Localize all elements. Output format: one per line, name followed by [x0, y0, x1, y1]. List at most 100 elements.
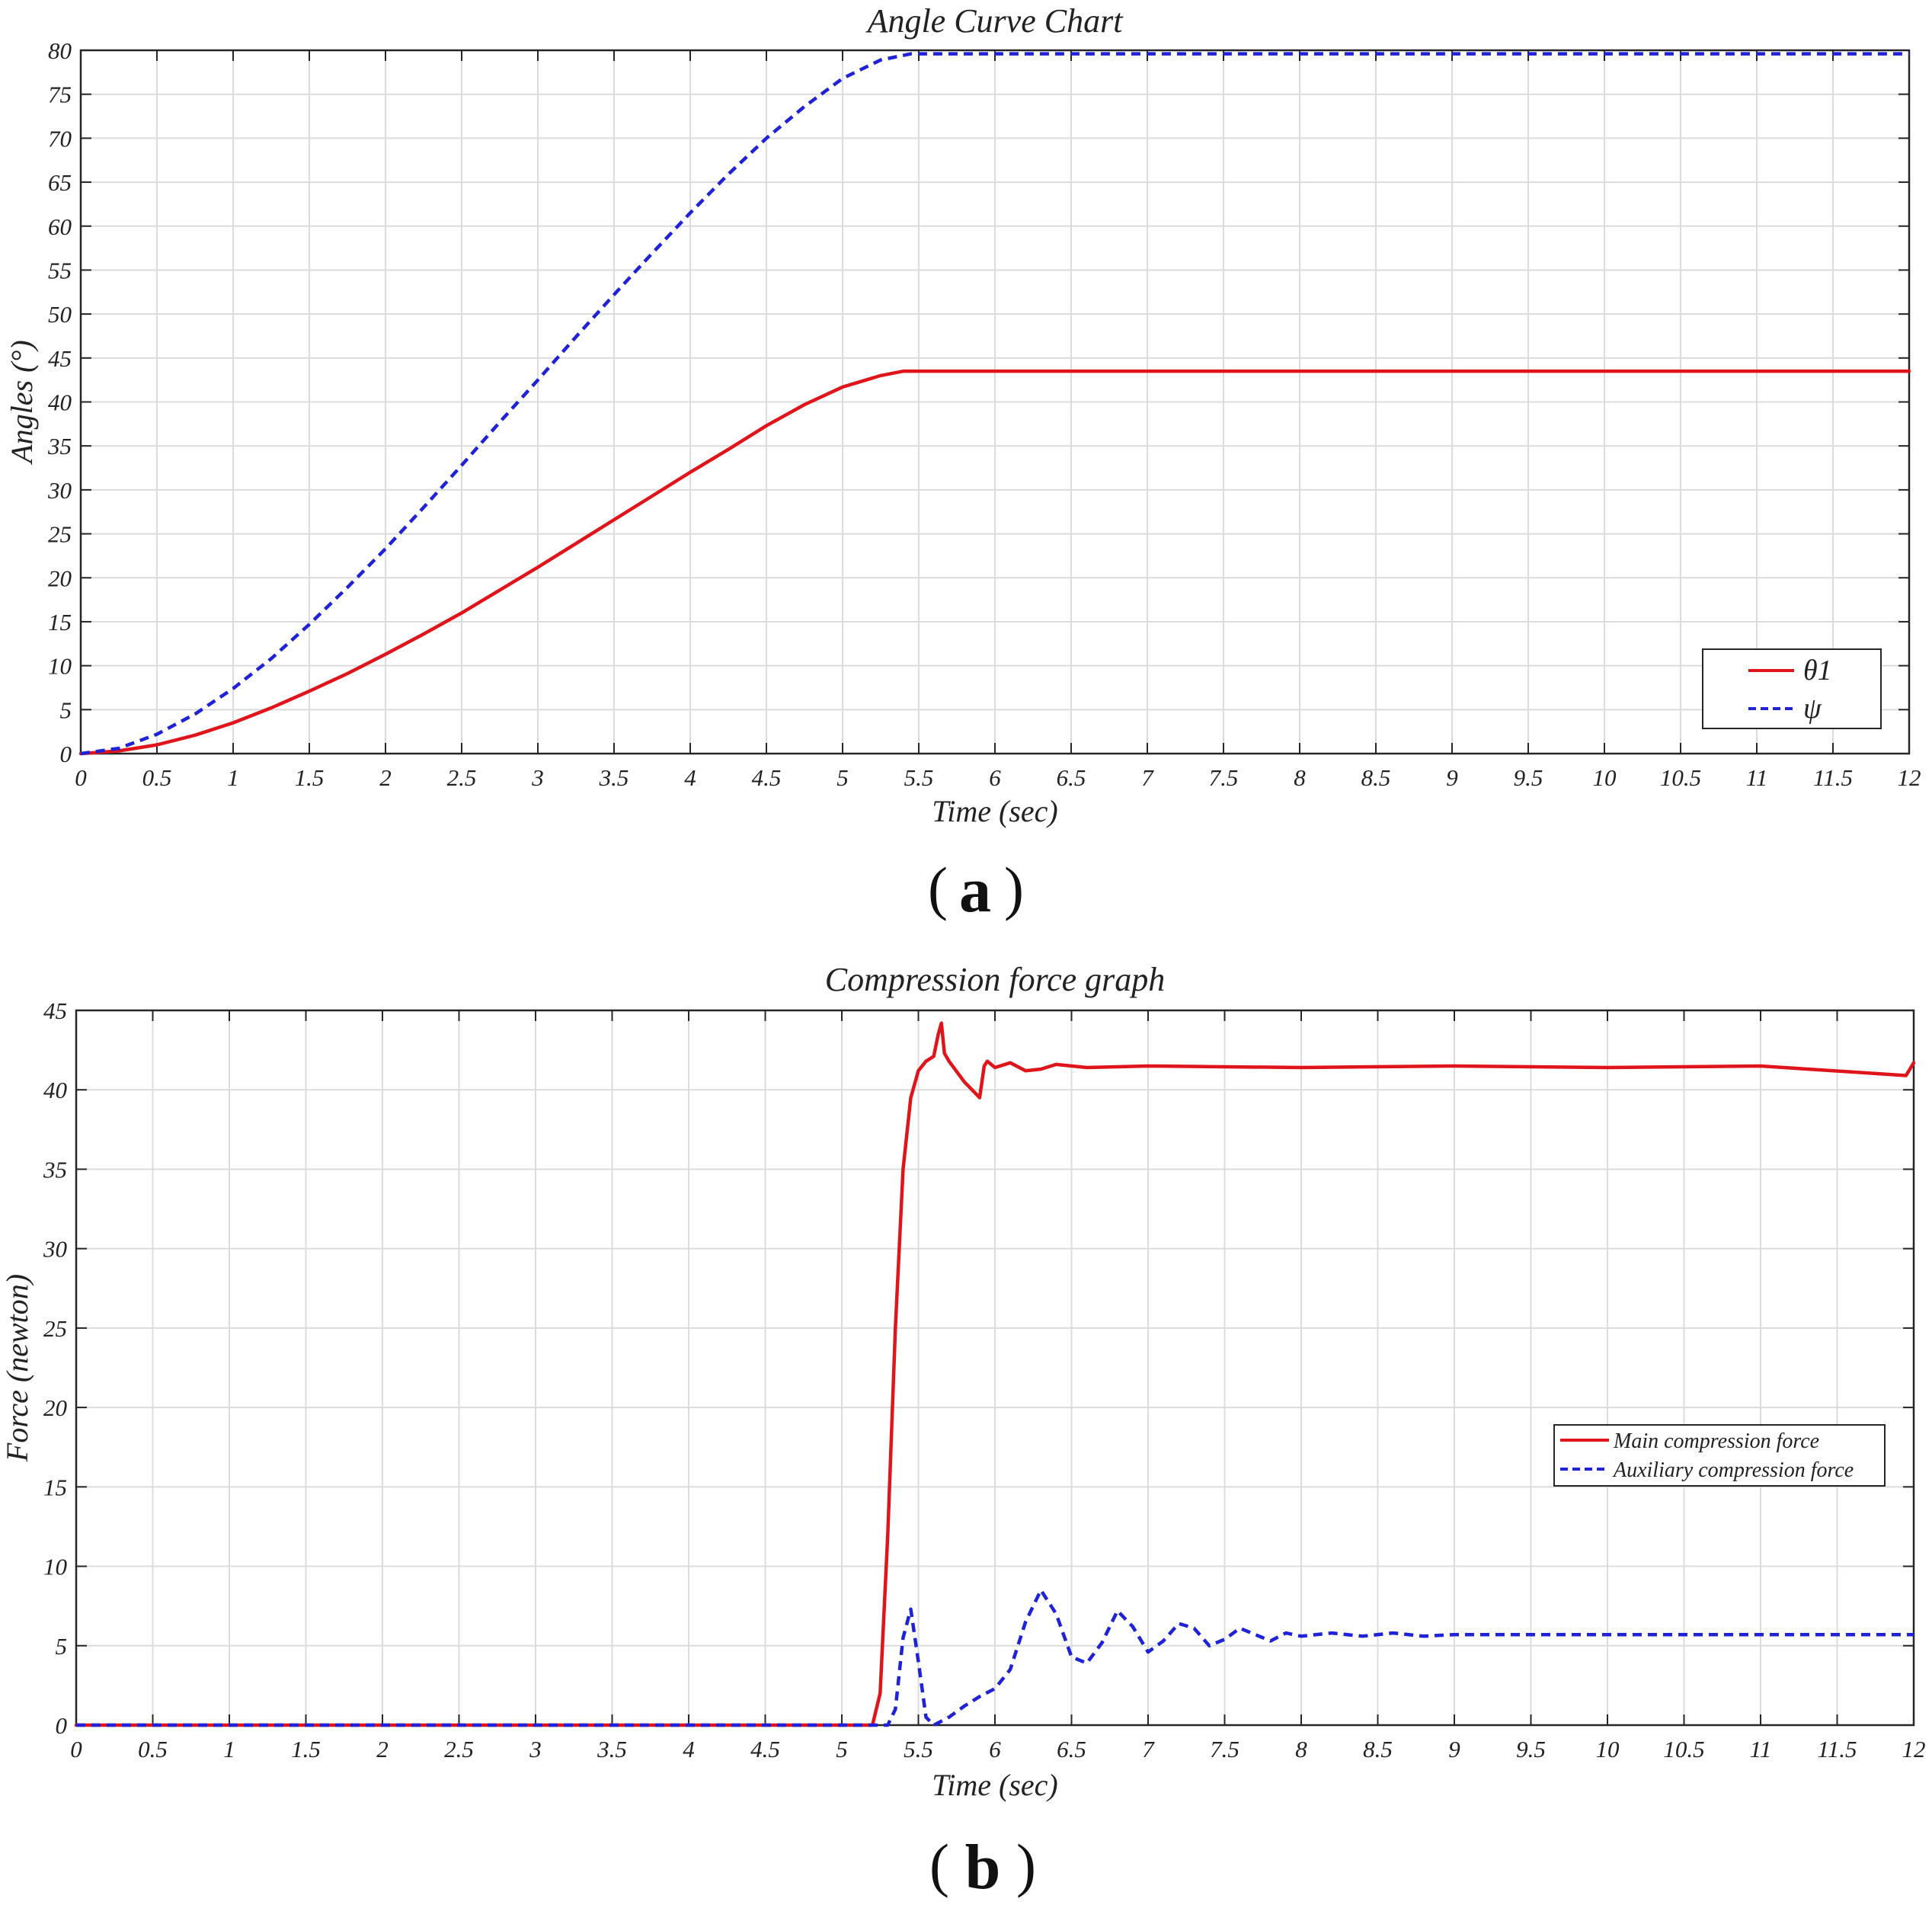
y-tick-label: 60 — [48, 213, 72, 240]
x-tick-label: 3.5 — [599, 764, 629, 791]
x-tick-label: 9 — [1448, 1736, 1460, 1762]
x-tick-label: 9.5 — [1516, 1736, 1546, 1762]
y-tick-label: 45 — [48, 345, 72, 372]
x-tick-label: 6.5 — [1057, 764, 1086, 791]
legend-label-psi: ψ — [1803, 693, 1822, 725]
x-tick-labels: 0 0.5 1 1.5 2 2.5 3 3.5 4 4.5 5 5.5 6 6.5 7 7.5 8 8.5 9 9.5… — [70, 1736, 1925, 1762]
left-paren: ( — [929, 1832, 949, 1898]
x-tick-label: 11 — [1746, 764, 1768, 791]
y-tick-label: 25 — [48, 521, 72, 548]
y-tick-label: 5 — [60, 696, 72, 723]
legend: θ1 ψ — [1702, 648, 1882, 729]
series-line-blue — [76, 1588, 1914, 1727]
y-tick-label: 45 — [43, 997, 67, 1024]
legend-box — [1553, 1424, 1886, 1487]
series-group — [74, 1021, 1916, 1727]
x-tick-label: 5 — [836, 764, 849, 791]
x-tick-label: 12 — [1902, 1736, 1926, 1762]
x-tick-label: 0 — [70, 1736, 82, 1762]
x-tick-label: 2.5 — [447, 764, 477, 791]
x-tick-label: 5.5 — [904, 764, 934, 791]
x-tick-label: 8.5 — [1361, 764, 1391, 791]
chart-panel-b: Compression force graph 0 0.5 1 1.5 2 2.5 3 3.5… — [0, 961, 1926, 1903]
y-tick-label: 15 — [43, 1474, 67, 1500]
x-tick-label: 7 — [1141, 764, 1154, 791]
x-tick-label: 11.5 — [1813, 764, 1853, 791]
y-axis-label: Force (newton) — [0, 1274, 34, 1462]
y-tick-label: 65 — [48, 169, 72, 196]
y-tick-labels: 0 5 10 15 20 25 30 35 40 45 50 55 60 65 70 75 80 — [47, 37, 72, 767]
y-tick-label: 30 — [43, 1236, 68, 1263]
x-tick-label: 4 — [684, 764, 696, 791]
x-tick-labels: 0 0.5 1 1.5 2 2.5 3 3.5 4 4.5 5 5.5 6 6.5 7 7.5 8 8.5 9 9.5… — [75, 764, 1921, 791]
x-tick-label: 2.5 — [444, 1736, 474, 1762]
y-tick-label: 80 — [48, 37, 72, 64]
y-tick-label: 20 — [48, 565, 72, 591]
x-tick-label: 1.5 — [291, 1736, 321, 1762]
x-tick-label: 1.5 — [295, 764, 325, 791]
x-tick-label: 6 — [989, 1736, 1001, 1762]
x-tick-label: 6 — [989, 764, 1001, 791]
y-tick-label: 70 — [48, 125, 72, 152]
x-tick-label: 4 — [683, 1736, 695, 1762]
y-tick-label: 40 — [48, 389, 72, 416]
right-paren: ) — [1016, 1832, 1036, 1898]
legend: Main compression force Auxiliary compres… — [1553, 1424, 1886, 1487]
y-tick-label: 10 — [48, 653, 72, 680]
x-tick-label: 5 — [836, 1736, 848, 1762]
y-tick-label: 30 — [47, 477, 72, 504]
y-tick-label: 75 — [48, 82, 72, 108]
x-tick-label: 0.5 — [138, 1736, 168, 1762]
x-tick-label: 6.5 — [1057, 1736, 1086, 1762]
series-line-red — [74, 1021, 1916, 1727]
x-tick-label: 3 — [529, 1736, 542, 1762]
x-tick-label: 11.5 — [1818, 1736, 1857, 1762]
y-tick-label: 5 — [56, 1633, 68, 1660]
series-group — [78, 52, 1911, 756]
x-tick-label: 7 — [1142, 1736, 1155, 1762]
x-tick-label: 9 — [1446, 764, 1458, 791]
y-tick-label: 55 — [48, 257, 72, 283]
y-tick-label: 35 — [43, 1156, 67, 1183]
chart-title: Angle Curve Chart — [865, 2, 1124, 40]
panel-letter: b — [965, 1832, 1001, 1903]
x-tick-label: 2 — [376, 1736, 389, 1762]
x-tick-label: 0.5 — [142, 764, 172, 791]
left-paren: ( — [928, 855, 948, 921]
x-tick-label: 7.5 — [1209, 764, 1239, 791]
x-tick-label: 4.5 — [752, 764, 782, 791]
legend-label-theta1: θ1 — [1803, 655, 1832, 687]
y-axis-label: Angles (°) — [5, 340, 39, 466]
y-tick-label: 10 — [43, 1554, 68, 1580]
legend-label-main: Main compression force — [1613, 1429, 1819, 1453]
legend-box — [1702, 648, 1882, 729]
x-axis-label: Time (sec) — [932, 794, 1058, 828]
x-tick-label: 4.5 — [750, 1736, 780, 1762]
panel-letter: a — [959, 855, 991, 926]
y-tick-label: 25 — [43, 1315, 67, 1342]
x-tick-label: 10 — [1593, 764, 1617, 791]
x-tick-label: 5.5 — [904, 1736, 933, 1762]
chart-title: Compression force graph — [825, 961, 1166, 998]
grid-lines — [76, 1010, 1914, 1725]
x-tick-label: 8 — [1295, 1736, 1307, 1762]
x-tick-label: 10 — [1596, 1736, 1620, 1762]
x-tick-label: 1 — [223, 1736, 235, 1762]
x-tick-label: 8.5 — [1363, 1736, 1393, 1762]
x-tick-label: 9.5 — [1514, 764, 1543, 791]
x-tick-label: 3 — [531, 764, 544, 791]
chart-panel-a: Angle Curve Chart 0 0.5 1 1.5 2 2.5 3 3.5 4 4.5 5 5… — [5, 2, 1921, 926]
x-tick-label: 11 — [1750, 1736, 1772, 1762]
x-tick-label: 3.5 — [597, 1736, 627, 1762]
y-tick-label: 40 — [43, 1077, 68, 1103]
x-tick-label: 10.5 — [1660, 764, 1701, 791]
y-tick-label: 50 — [48, 301, 72, 328]
y-tick-label: 0 — [56, 1712, 68, 1739]
y-tick-label: 0 — [60, 741, 72, 767]
y-tick-label: 35 — [47, 433, 72, 459]
x-tick-label: 8 — [1294, 764, 1306, 791]
y-tick-label: 15 — [48, 609, 72, 635]
x-tick-label: 7.5 — [1210, 1736, 1239, 1762]
tick-marks — [80, 50, 1910, 754]
